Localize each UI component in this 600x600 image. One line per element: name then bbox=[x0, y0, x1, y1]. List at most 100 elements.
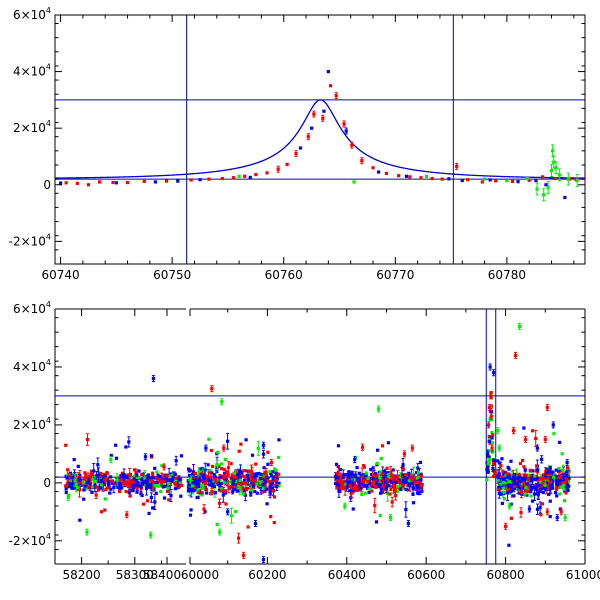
data-point bbox=[165, 474, 169, 478]
data-point bbox=[285, 162, 289, 166]
data-point bbox=[202, 476, 206, 480]
data-point bbox=[368, 476, 372, 480]
data-point bbox=[238, 486, 242, 490]
data-point bbox=[251, 474, 255, 479]
data-point bbox=[207, 471, 212, 475]
data-point bbox=[197, 478, 201, 482]
data-point bbox=[386, 441, 391, 445]
data-point bbox=[166, 489, 170, 493]
data-point bbox=[188, 513, 193, 517]
data-point bbox=[227, 485, 231, 489]
data-point bbox=[384, 479, 388, 483]
data-point bbox=[507, 467, 511, 471]
y-tick-label: 2×104 bbox=[13, 119, 51, 135]
data-point bbox=[486, 470, 490, 474]
data-point bbox=[417, 475, 421, 480]
outlier-point bbox=[406, 521, 410, 526]
data-point bbox=[557, 466, 561, 471]
data-point bbox=[245, 473, 249, 478]
data-point bbox=[257, 471, 261, 476]
data-point bbox=[256, 446, 260, 450]
data-point bbox=[561, 475, 566, 480]
data-point bbox=[397, 174, 401, 178]
data-point bbox=[375, 482, 380, 486]
data-point bbox=[455, 164, 459, 168]
data-point bbox=[209, 479, 213, 483]
outlier-point bbox=[85, 530, 89, 534]
data-point bbox=[372, 480, 376, 484]
data-point bbox=[246, 476, 250, 480]
data-point bbox=[74, 482, 78, 486]
data-point bbox=[263, 470, 267, 474]
data-point bbox=[187, 487, 191, 491]
data-point bbox=[241, 486, 245, 490]
data-point bbox=[203, 473, 207, 478]
data-point bbox=[500, 474, 504, 479]
data-point bbox=[200, 471, 204, 475]
data-point bbox=[276, 167, 280, 171]
data-point bbox=[84, 473, 88, 477]
data-point bbox=[120, 473, 124, 478]
data-point bbox=[535, 187, 539, 191]
data-point bbox=[496, 478, 500, 482]
data-point bbox=[386, 477, 390, 481]
data-point bbox=[191, 489, 195, 493]
data-point bbox=[263, 482, 267, 486]
data-point bbox=[256, 485, 260, 489]
data-point bbox=[516, 475, 520, 480]
data-point bbox=[419, 477, 423, 482]
data-point bbox=[406, 488, 410, 492]
data-point bbox=[152, 476, 156, 480]
data-point bbox=[536, 468, 540, 472]
data-point bbox=[499, 492, 503, 496]
data-point bbox=[407, 482, 411, 486]
data-point bbox=[225, 480, 230, 484]
data-point bbox=[558, 492, 562, 496]
y-tick-mantissa: 0 bbox=[43, 476, 51, 490]
data-point bbox=[424, 174, 429, 178]
data-point bbox=[527, 478, 531, 482]
data-point bbox=[151, 506, 155, 510]
data-point bbox=[385, 471, 390, 475]
data-point bbox=[530, 487, 534, 491]
outlier-point bbox=[162, 465, 166, 469]
data-point bbox=[226, 466, 230, 470]
data-point bbox=[72, 481, 76, 485]
data-point bbox=[246, 525, 250, 529]
data-point bbox=[178, 480, 182, 484]
data-point bbox=[135, 490, 139, 494]
data-point bbox=[404, 473, 408, 477]
data-point bbox=[566, 488, 570, 493]
data-point bbox=[535, 507, 540, 511]
data-point bbox=[208, 475, 213, 479]
data-point bbox=[419, 486, 424, 490]
data-point bbox=[265, 479, 270, 483]
data-point bbox=[416, 491, 420, 495]
data-point bbox=[170, 479, 174, 484]
bottom-plot-area bbox=[55, 309, 585, 564]
data-point bbox=[82, 497, 86, 501]
data-point bbox=[491, 458, 495, 462]
y-tick-label: 2×104 bbox=[13, 416, 51, 432]
data-point bbox=[149, 479, 154, 483]
data-point bbox=[378, 483, 382, 487]
data-point bbox=[151, 482, 155, 487]
data-point bbox=[539, 480, 543, 484]
data-point bbox=[338, 484, 342, 488]
data-point bbox=[188, 477, 192, 481]
data-point bbox=[551, 471, 555, 475]
data-point bbox=[335, 472, 339, 476]
data-point bbox=[270, 486, 275, 490]
data-point bbox=[404, 487, 408, 492]
outlier-point bbox=[261, 443, 266, 447]
data-point bbox=[354, 473, 358, 477]
data-point bbox=[148, 482, 152, 487]
data-point bbox=[379, 470, 383, 474]
data-point bbox=[529, 494, 533, 498]
data-point bbox=[510, 487, 514, 491]
data-point bbox=[460, 178, 464, 183]
data-point bbox=[191, 473, 195, 478]
data-point bbox=[368, 481, 372, 485]
data-point bbox=[546, 186, 550, 190]
data-point bbox=[390, 500, 394, 504]
